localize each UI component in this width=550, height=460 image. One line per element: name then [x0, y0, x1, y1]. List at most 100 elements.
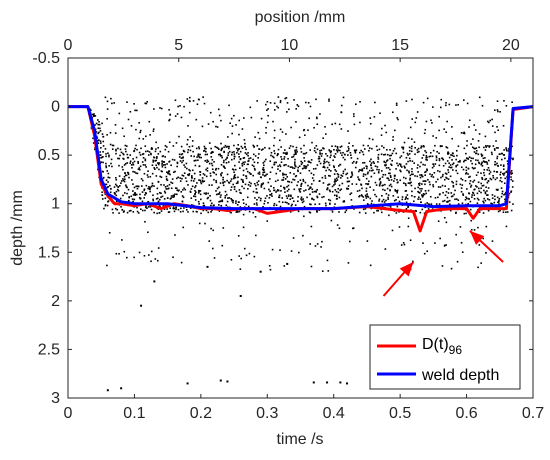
- scatter-point: [351, 183, 354, 185]
- scatter-point: [180, 207, 182, 210]
- scatter-point: [389, 157, 391, 160]
- scatter-point: [336, 224, 339, 226]
- scatter-point: [381, 170, 383, 172]
- scatter-point: [215, 179, 217, 182]
- scatter-point: [447, 188, 450, 190]
- scatter-point: [497, 164, 499, 167]
- scatter-point: [170, 181, 172, 184]
- scatter-point: [141, 179, 144, 182]
- scatter-point: [307, 102, 310, 104]
- scatter-point: [485, 186, 487, 189]
- scatter-point: [295, 146, 298, 149]
- scatter-point: [482, 171, 485, 174]
- scatter-point: [300, 199, 303, 201]
- scatter-point: [438, 203, 441, 205]
- scatter-point: [395, 102, 398, 105]
- scatter-point: [382, 173, 385, 176]
- scatter-point: [369, 122, 372, 125]
- scatter-point: [491, 194, 494, 196]
- scatter-point: [144, 194, 146, 196]
- scatter-point: [192, 195, 195, 197]
- scatter-point: [450, 154, 452, 156]
- scatter-point: [141, 185, 143, 187]
- scatter-point: [309, 186, 312, 188]
- scatter-point: [94, 148, 96, 151]
- scatter-point: [178, 135, 180, 138]
- scatter-point: [289, 211, 292, 213]
- scatter-point: [424, 203, 427, 205]
- scatter-point: [97, 123, 100, 126]
- scatter-point: [329, 175, 331, 177]
- scatter-point: [153, 167, 155, 169]
- scatter-point: [227, 136, 229, 138]
- scatter-point: [215, 146, 218, 149]
- scatter-point: [404, 190, 407, 192]
- scatter-point: [480, 182, 483, 185]
- scatter-point: [212, 229, 214, 232]
- scatter-point: [481, 178, 484, 180]
- scatter-point: [373, 211, 375, 214]
- scatter-point: [383, 153, 385, 156]
- scatter-point: [373, 162, 375, 165]
- scatter-point: [308, 211, 311, 213]
- scatter-point: [350, 199, 353, 201]
- scatter-point: [123, 164, 126, 166]
- scatter-point: [161, 162, 164, 164]
- scatter-point: [225, 193, 228, 196]
- scatter-point: [342, 151, 344, 154]
- scatter-point: [372, 161, 375, 163]
- scatter-point: [376, 168, 378, 171]
- scatter-point: [288, 181, 291, 183]
- scatter-point: [249, 157, 252, 159]
- scatter-point: [109, 131, 112, 134]
- scatter-point: [187, 125, 189, 127]
- scatter-point: [309, 193, 311, 196]
- scatter-point: [288, 194, 290, 196]
- scatter-point: [172, 256, 174, 259]
- scatter-point: [267, 181, 270, 184]
- scatter-point: [148, 188, 151, 191]
- x-tick-label: 0.4: [323, 405, 345, 422]
- scatter-point: [165, 188, 168, 190]
- scatter-point: [224, 195, 227, 197]
- scatter-point: [312, 168, 315, 170]
- scatter-point: [414, 187, 416, 190]
- scatter-point: [191, 176, 193, 179]
- scatter-point: [164, 186, 167, 188]
- scatter-point: [197, 153, 200, 156]
- scatter-point: [274, 152, 276, 155]
- series-lines: [68, 105, 534, 233]
- scatter-point: [270, 192, 273, 195]
- scatter-point: [217, 204, 220, 206]
- scatter-point: [231, 132, 233, 135]
- scatter-point: [293, 188, 296, 191]
- scatter-point: [337, 165, 340, 167]
- scatter-point: [245, 153, 248, 156]
- scatter-point: [476, 197, 479, 200]
- scatter-point: [334, 145, 337, 148]
- scatter-point: [371, 169, 373, 172]
- scatter-point: [279, 101, 282, 104]
- scatter-point: [435, 156, 438, 159]
- scatter-point: [483, 168, 486, 171]
- scatter-point: [285, 133, 287, 135]
- scatter-point: [426, 159, 429, 161]
- scatter-point: [142, 138, 145, 140]
- scatter-point: [126, 186, 128, 189]
- scatter-point: [111, 165, 113, 168]
- scatter-point: [222, 184, 225, 187]
- scatter-point: [254, 197, 256, 199]
- scatter-point: [158, 191, 161, 194]
- scatter-point: [454, 198, 456, 201]
- scatter-point: [408, 153, 411, 155]
- scatter-point: [452, 162, 455, 165]
- scatter-point: [329, 151, 332, 154]
- scatter-point: [198, 155, 200, 158]
- scatter-point: [239, 268, 242, 270]
- scatter-point: [439, 186, 442, 188]
- scatter-point: [330, 170, 332, 172]
- scatter-point: [381, 176, 384, 178]
- scatter-point: [508, 192, 511, 195]
- scatter-point: [347, 146, 350, 148]
- x-axis-label: time /s: [276, 431, 323, 448]
